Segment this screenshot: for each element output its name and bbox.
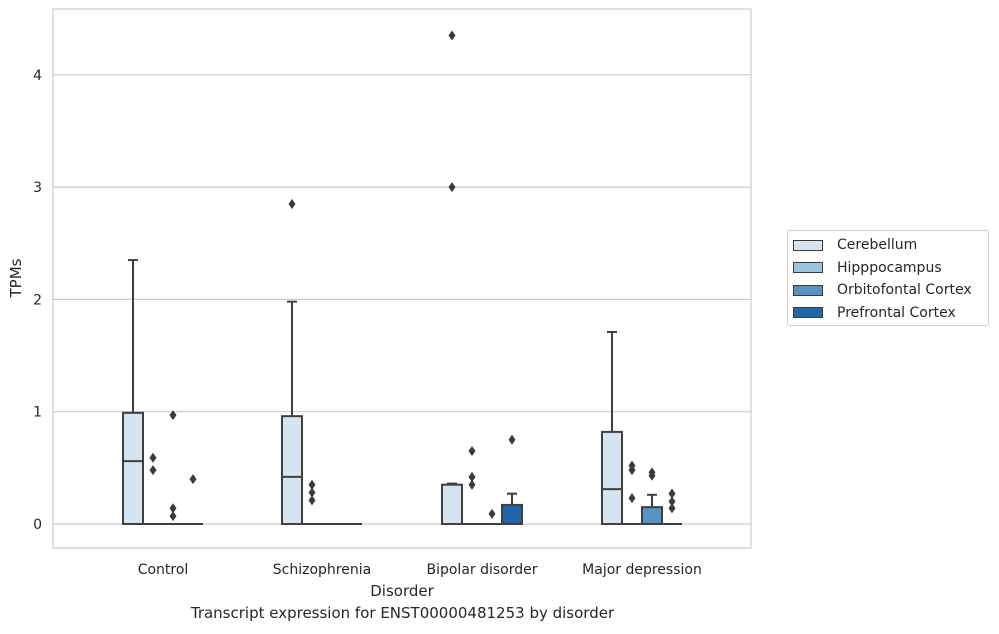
legend-item: Cerebellum [793, 235, 917, 255]
box-prefrontal-cortex-0 [183, 474, 203, 525]
box-rect [641, 506, 663, 525]
outlier-point [508, 434, 516, 445]
outlier-point [288, 198, 296, 209]
x-tick-label: Major depression [582, 562, 702, 578]
outlier-point [668, 488, 676, 499]
y-tick-label: 4 [33, 68, 42, 84]
y-tick-label: 1 [33, 405, 42, 421]
box-rect [281, 415, 303, 525]
box-rect [122, 411, 144, 525]
box-orbitofontal-cortex-0 [163, 410, 183, 525]
y-tick-label: 2 [33, 292, 42, 308]
legend-label: Hipppocampus [837, 259, 942, 276]
legend-swatch [793, 262, 823, 274]
y-axis-label: TPMs [7, 258, 25, 298]
outlier-point [308, 487, 316, 498]
box-prefrontal-cortex-3 [662, 488, 682, 525]
x-tick-labels: Control Schizophrenia Bipolar disorder Majo… [138, 562, 702, 578]
box-prefrontal-cortex-2 [501, 434, 523, 525]
legend-swatch [793, 239, 823, 251]
legend-item: Orbitofontal Cortex [793, 280, 972, 300]
outlier-point [628, 460, 636, 471]
legend-swatch [793, 284, 823, 296]
box-hipppocampus-3 [622, 460, 642, 525]
x-axis-label: Disorder [370, 582, 434, 600]
box-cerebellum-1 [281, 198, 303, 525]
y-tick-labels: 0 1 2 3 4 [33, 68, 42, 533]
y-tick-label: 3 [33, 180, 42, 196]
legend-label: Cerebellum [837, 237, 918, 253]
outlier-point [149, 452, 157, 463]
outlier-point [468, 471, 476, 482]
boxes-layer [122, 30, 682, 526]
box-hipppocampus-2 [462, 446, 482, 525]
outlier-point [468, 479, 476, 490]
outlier-point [308, 495, 316, 506]
plot-area [52, 8, 752, 549]
x-tick-label: Bipolar disorder [426, 562, 537, 578]
outlier-point [448, 30, 456, 41]
legend-item: Hipppocampus [793, 258, 942, 278]
legend-label: Orbitofontal Cortex [837, 282, 972, 299]
x-tick-label: Schizophrenia [273, 562, 371, 578]
outlier-point [149, 465, 157, 476]
box-orbitofontal-cortex-2 [482, 508, 502, 525]
outlier-point [448, 182, 456, 193]
outlier-point [468, 446, 476, 457]
outlier-point [668, 503, 676, 514]
outlier-point [308, 479, 316, 490]
box-hipppocampus-0 [143, 452, 163, 525]
legend-label: Prefrontal Cortex [837, 304, 956, 321]
box-cerebellum-2 [441, 30, 463, 526]
box-cerebellum-0 [122, 259, 144, 525]
box-cerebellum-3 [601, 330, 623, 525]
outlier-point [169, 511, 177, 522]
outlier-point [189, 474, 197, 485]
outlier-point [169, 410, 177, 421]
outlier-point [628, 493, 636, 504]
box-orbitofontal-cortex-3 [641, 467, 663, 525]
legend: Cerebellum Hipppocampus Orbitofontal Corte… [787, 230, 989, 326]
chart-caption: Transcript expression for ENST0000048125… [190, 604, 615, 622]
outlier-point [668, 496, 676, 507]
outlier-point [648, 467, 656, 478]
legend-swatch [793, 307, 823, 319]
box-hipppocampus-1 [302, 479, 322, 525]
box-rect [501, 503, 523, 525]
outlier-point [488, 508, 496, 519]
box-rect [441, 483, 463, 526]
legend-item: Prefrontal Cortex [793, 303, 956, 323]
box-rect [601, 430, 623, 525]
outlier-point [169, 503, 177, 514]
y-tick-label: 0 [33, 517, 42, 533]
x-tick-label: Control [138, 562, 189, 578]
